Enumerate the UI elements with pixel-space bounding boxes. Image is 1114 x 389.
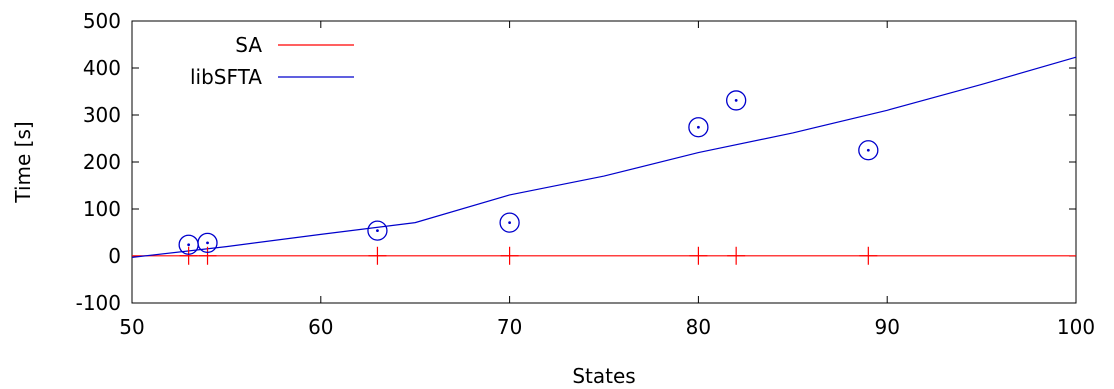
y-tick-label: 400 — [83, 56, 121, 80]
tick-labels: 50 60 70 80 90 100 -100 0 100 200 300 400 500 — [76, 9, 1095, 339]
legend-label-sa: SA — [235, 33, 262, 57]
point-libsfta-ring — [688, 117, 709, 138]
y-tick-label: 0 — [108, 244, 121, 268]
point-libsfta — [197, 232, 218, 253]
point-libsfta-dot — [866, 148, 870, 152]
point-libsfta-dot — [508, 221, 511, 225]
y-tick-label: 500 — [83, 9, 121, 33]
point-sa — [689, 246, 708, 265]
x-tick-label: 80 — [686, 315, 711, 339]
x-tick-label: 100 — [1057, 315, 1095, 339]
point-libsfta-ring — [858, 140, 879, 161]
point-sa — [179, 246, 198, 265]
fit-line-libsfta — [131, 56, 1077, 258]
point-libsfta-dot — [187, 243, 191, 247]
point-libsfta-ring — [367, 220, 388, 241]
y-tick-label: 300 — [83, 103, 121, 127]
y-tick-label: 100 — [83, 197, 121, 221]
data-points — [178, 90, 879, 265]
x-axis-title: States — [572, 364, 635, 388]
point-libsfta-ring — [197, 232, 218, 253]
point-sa — [198, 246, 217, 265]
axes — [131, 20, 1077, 304]
x-tick-label: 90 — [874, 315, 899, 339]
point-sa — [368, 246, 387, 265]
point-libsfta — [726, 90, 747, 111]
point-libsfta-dot — [697, 125, 700, 129]
legend-label-libsfta: libSFTA — [190, 65, 262, 89]
point-libsfta — [499, 212, 520, 233]
fit-curves — [131, 56, 1077, 258]
point-libsfta-ring — [499, 212, 520, 233]
x-tick-label: 50 — [119, 315, 144, 339]
point-libsfta — [858, 140, 879, 161]
x-tick-label: 70 — [497, 315, 522, 339]
point-libsfta-dot — [734, 99, 738, 102]
legend: SA libSFTA — [190, 33, 354, 89]
y-axis-title: Time [s] — [11, 121, 35, 203]
y-tick-label: -100 — [76, 291, 121, 315]
point-libsfta-ring — [726, 90, 747, 111]
point-libsfta — [367, 220, 388, 241]
y-tick-label: 200 — [83, 150, 121, 174]
point-sa — [500, 246, 519, 265]
point-sa — [727, 246, 746, 265]
x-tick-label: 60 — [308, 315, 333, 339]
point-libsfta-dot — [206, 241, 209, 245]
plot-frame — [131, 20, 1077, 304]
point-libsfta — [688, 117, 709, 138]
point-libsfta-dot — [376, 229, 379, 233]
point-sa — [859, 246, 878, 265]
